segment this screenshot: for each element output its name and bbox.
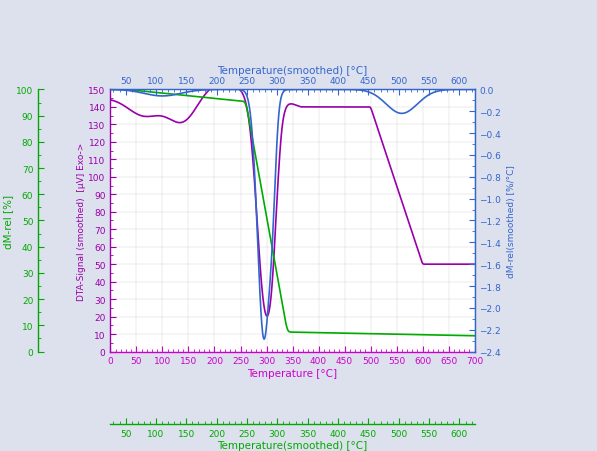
Y-axis label: dM-rel(smoothed) [%/°C]: dM-rel(smoothed) [%/°C] (507, 165, 516, 277)
Y-axis label: dM-rel [%]: dM-rel [%] (4, 194, 13, 248)
Y-axis label: DTA-Signal (smoothed)  [µV] Exo->: DTA-Signal (smoothed) [µV] Exo-> (76, 142, 85, 300)
X-axis label: Temperature(smoothed) [°C]: Temperature(smoothed) [°C] (217, 65, 368, 76)
X-axis label: Temperature [°C]: Temperature [°C] (248, 368, 337, 378)
X-axis label: Temperature(smoothed) [°C]: Temperature(smoothed) [°C] (217, 441, 368, 451)
